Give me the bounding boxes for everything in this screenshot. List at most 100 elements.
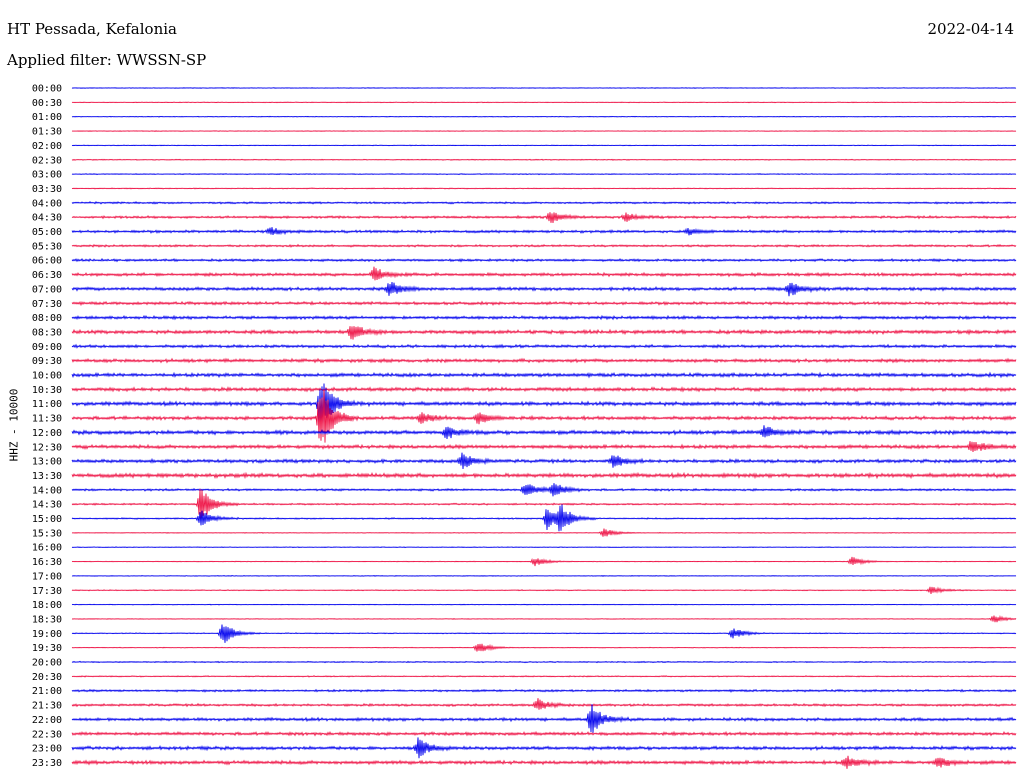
time-tick-label: 19:30 [32, 643, 62, 654]
time-tick-label: 01:30 [32, 127, 62, 138]
time-tick-label: 12:30 [32, 442, 62, 453]
date-label: 2022-04-14 [927, 20, 1014, 38]
time-tick-label: 22:00 [32, 715, 62, 726]
trace-line [71, 704, 1017, 733]
trace-line [71, 528, 1017, 537]
time-tick-label: 21:30 [32, 701, 62, 712]
time-tick-label: 14:30 [32, 500, 62, 511]
time-tick-label: 18:00 [32, 600, 62, 611]
trace-line [71, 314, 1017, 321]
trace-line [71, 586, 1017, 594]
time-tick-label: 12:00 [32, 428, 62, 439]
time-tick-label: 11:30 [32, 414, 62, 425]
trace-line [71, 300, 1017, 307]
trace-line [71, 243, 1017, 248]
time-tick-label: 13:00 [32, 457, 62, 468]
trace-line [71, 101, 1017, 104]
trace-line [71, 546, 1017, 549]
time-tick-label: 10:30 [32, 385, 62, 396]
trace-line [71, 266, 1017, 281]
time-tick-label: 13:30 [32, 471, 62, 482]
time-tick-label: 22:30 [32, 729, 62, 740]
trace-line [71, 257, 1017, 263]
trace-line [71, 483, 1017, 497]
time-tick-label: 05:30 [32, 241, 62, 252]
trace-line [71, 383, 1017, 426]
trace-line [71, 282, 1017, 297]
filter-label: Applied filter: WWSSN-SP [7, 51, 207, 69]
trace-line [71, 441, 1017, 452]
time-tick-label: 08:30 [32, 327, 62, 338]
trace-line [71, 158, 1017, 161]
trace-line [71, 556, 1017, 567]
time-tick-label: 14:00 [32, 485, 62, 496]
time-tick-label: 03:00 [32, 170, 62, 181]
trace-line [71, 130, 1017, 132]
trace-line [71, 471, 1017, 480]
time-tick-label: 04:00 [32, 198, 62, 209]
time-tick-label: 15:00 [32, 514, 62, 525]
time-tick-label: 07:30 [32, 299, 62, 310]
trace-line [71, 386, 1017, 393]
trace-line [71, 187, 1017, 190]
trace-line [71, 737, 1017, 759]
trace-line [71, 624, 1017, 643]
time-tick-label: 20:00 [32, 658, 62, 669]
trace-line [71, 688, 1017, 693]
trace-line [71, 115, 1017, 118]
trace-line [71, 660, 1017, 664]
trace-line [71, 326, 1017, 340]
time-tick-label: 19:00 [32, 629, 62, 640]
time-tick-label: 00:00 [32, 84, 62, 95]
time-tick-label: 01:00 [32, 112, 62, 123]
trace-line [71, 212, 1017, 223]
time-tick-label: 02:30 [32, 155, 62, 166]
trace-line [71, 603, 1017, 606]
time-tick-label: 06:30 [32, 270, 62, 281]
trace-line [71, 201, 1017, 205]
time-tick-label: 06:00 [32, 256, 62, 267]
time-tick-label: 10:00 [32, 371, 62, 382]
trace-line [71, 643, 1017, 652]
time-tick-label: 17:00 [32, 571, 62, 582]
time-tick-label: 05:00 [32, 227, 62, 238]
time-tick-label: 23:00 [32, 744, 62, 755]
trace-line [71, 227, 1017, 236]
time-tick-label: 20:30 [32, 672, 62, 683]
trace-line [71, 698, 1017, 710]
trace-line [71, 614, 1017, 623]
time-tick-label: 08:00 [32, 313, 62, 324]
trace-line [71, 675, 1017, 678]
time-tick-label: 11:00 [32, 399, 62, 410]
trace-line [71, 343, 1017, 349]
trace-line [71, 357, 1017, 364]
time-tick-label: 15:30 [32, 528, 62, 539]
time-tick-label: 09:00 [32, 342, 62, 353]
trace-line [71, 87, 1017, 89]
trace-line [71, 144, 1017, 147]
trace-line [71, 389, 1017, 443]
trace-line [71, 371, 1017, 379]
time-tick-label: 04:30 [32, 213, 62, 224]
station-title: HT Pessada, Kefalonia [7, 20, 177, 38]
time-tick-label: 00:30 [32, 98, 62, 109]
trace-line [71, 755, 1017, 769]
trace-line [71, 425, 1017, 439]
time-tick-label: 17:30 [32, 586, 62, 597]
time-tick-label: 07:00 [32, 284, 62, 295]
time-tick-label: 02:00 [32, 141, 62, 152]
time-tick-label: 21:00 [32, 686, 62, 697]
time-tick-label: 18:30 [32, 614, 62, 625]
trace-line [71, 452, 1017, 470]
trace-line [71, 574, 1017, 577]
time-tick-label: 03:30 [32, 184, 62, 195]
time-tick-label: 16:30 [32, 557, 62, 568]
trace-line [71, 172, 1017, 176]
trace-line [71, 504, 1017, 532]
time-tick-label: 09:30 [32, 356, 62, 367]
time-tick-label: 16:00 [32, 543, 62, 554]
trace-line [71, 730, 1017, 737]
trace-line [71, 488, 1017, 520]
time-tick-label: 23:30 [32, 758, 62, 769]
